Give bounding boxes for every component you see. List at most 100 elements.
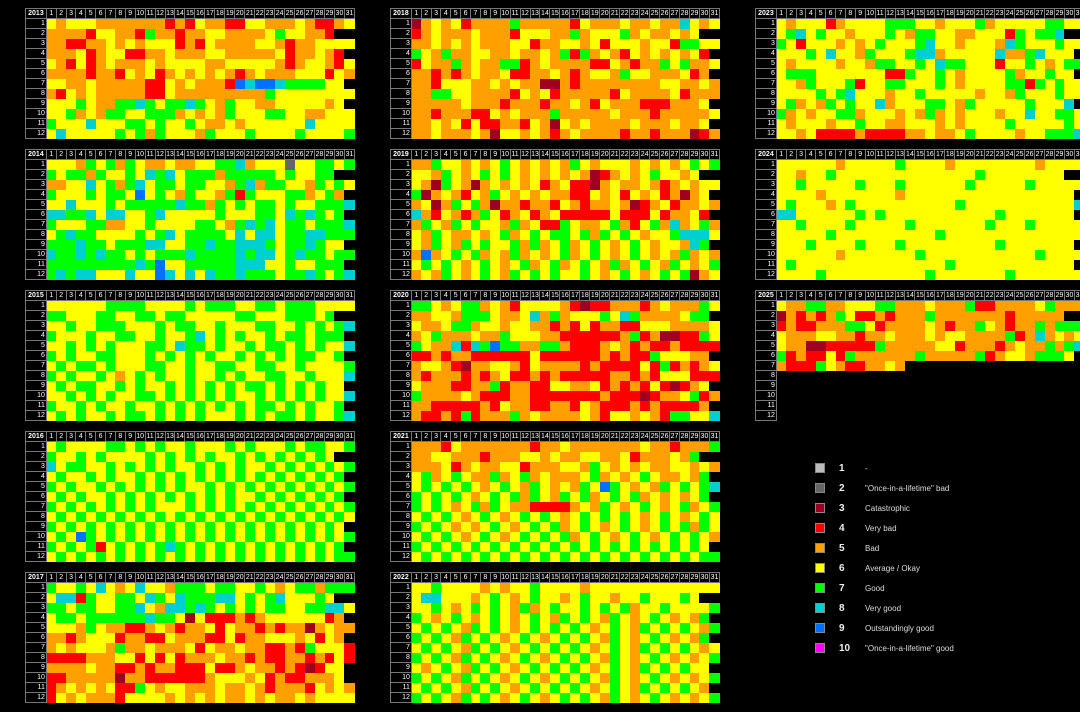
day-cell	[194, 48, 205, 59]
day-cell	[294, 128, 305, 139]
day-cell	[520, 380, 530, 391]
day-cell	[214, 68, 225, 79]
day-cell	[105, 88, 116, 99]
year-panel-2023: 2023 1 2 3 4 5 6 7 8 9 10 11 12 13 14 15 16 17 18 19 20 21 22 2…	[755, 8, 1080, 142]
day-cell	[914, 159, 925, 170]
day-cell	[500, 189, 511, 200]
month-header: 6	[755, 209, 777, 220]
day-cell	[184, 531, 195, 542]
day-header: 11	[509, 431, 521, 442]
day-cell	[659, 209, 670, 220]
day-cell	[709, 28, 720, 39]
day-header: 13	[894, 149, 906, 160]
day-cell	[421, 259, 432, 270]
day-cell	[165, 179, 175, 190]
day-cell	[974, 18, 985, 29]
day-cell	[145, 249, 156, 260]
day-cell	[579, 259, 590, 270]
day-cell	[629, 471, 640, 482]
day-cell	[334, 582, 345, 593]
day-cell	[559, 118, 570, 129]
day-cell	[480, 451, 491, 462]
day-header: 23	[994, 8, 1006, 19]
day-cell	[500, 622, 511, 633]
day-header: 23	[629, 431, 641, 442]
day-cell	[431, 249, 441, 260]
day-cell	[679, 471, 690, 482]
day-cell	[934, 28, 945, 39]
day-cell	[135, 310, 146, 321]
day-header: 13	[164, 290, 176, 301]
day-cell	[254, 269, 265, 280]
day-cell	[629, 370, 640, 381]
day-cell	[904, 239, 915, 250]
day-cell	[629, 632, 640, 643]
day-cell	[914, 249, 925, 260]
day-cell	[274, 310, 285, 321]
day-cell	[184, 612, 195, 623]
day-cell	[284, 300, 295, 311]
day-cell	[85, 58, 96, 69]
day-cell	[679, 632, 690, 643]
day-cell	[194, 189, 205, 200]
day-cell	[324, 189, 335, 200]
day-cell	[885, 118, 895, 129]
day-cell	[689, 239, 700, 250]
day-cell	[549, 531, 560, 542]
day-cell	[579, 229, 590, 240]
day-cell	[589, 471, 600, 482]
day-cell	[135, 642, 146, 653]
day-cell	[46, 501, 57, 512]
day-cell	[490, 692, 501, 703]
day-cell	[480, 370, 491, 381]
day-cell	[184, 592, 195, 603]
day-cell	[440, 48, 451, 59]
day-cell	[974, 98, 985, 109]
day-cell	[709, 380, 720, 391]
day-header: 13	[894, 8, 906, 19]
day-cell	[411, 672, 422, 683]
day-cell	[304, 88, 315, 99]
day-cell	[95, 471, 106, 482]
day-cell	[284, 58, 295, 69]
day-cell	[510, 410, 521, 421]
day-cell	[629, 360, 640, 371]
day-cell	[629, 48, 640, 59]
day-cell	[805, 48, 816, 59]
day-cell	[85, 300, 96, 311]
day-cell	[609, 28, 620, 39]
day-cell	[194, 380, 205, 391]
day-cell	[254, 682, 265, 693]
day-cell	[649, 642, 660, 653]
day-header: 18	[214, 149, 226, 160]
day-cell	[66, 632, 76, 643]
day-cell	[530, 159, 540, 170]
day-cell	[440, 632, 451, 643]
day-cell	[490, 239, 501, 250]
day-cell	[490, 199, 501, 210]
day-cell	[75, 491, 86, 502]
day-cell	[66, 511, 76, 522]
day-cell	[520, 219, 530, 230]
day-cell	[559, 159, 570, 170]
day-cell	[135, 551, 146, 562]
day-cell	[885, 179, 895, 190]
day-cell	[480, 662, 491, 673]
day-cell	[421, 441, 432, 452]
month-header: 9	[25, 380, 47, 391]
day-cell	[1064, 239, 1075, 250]
day-cell	[334, 68, 345, 79]
day-cell	[480, 28, 491, 39]
day-cell	[304, 219, 315, 230]
day-cell	[334, 330, 345, 341]
day-cell	[254, 662, 265, 673]
day-header: 26	[294, 431, 306, 442]
day-cell	[994, 189, 1005, 200]
day-cell	[885, 269, 895, 280]
day-cell	[490, 118, 501, 129]
day-cell	[639, 692, 650, 703]
day-cell	[569, 189, 580, 200]
day-cell	[689, 360, 700, 371]
day-cell	[689, 491, 700, 502]
day-cell	[224, 602, 235, 613]
